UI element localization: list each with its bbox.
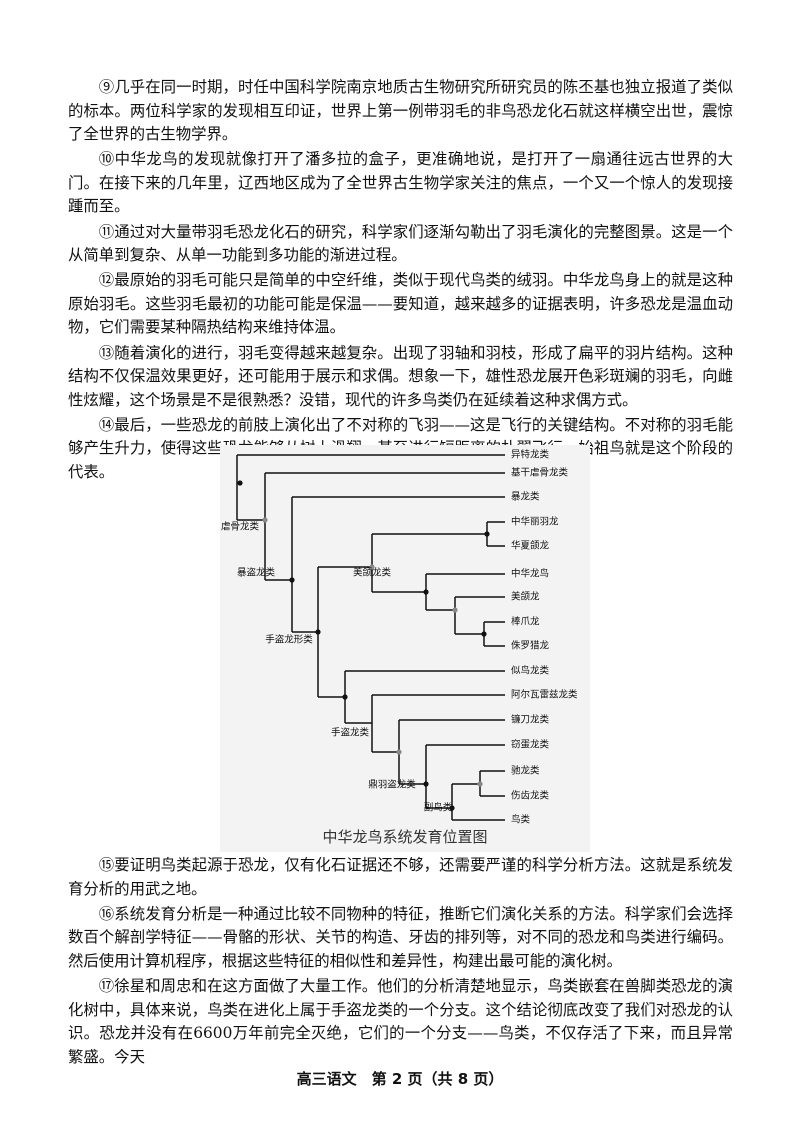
node-dot [342,694,348,700]
clade-label: 手盗龙类 [331,727,370,739]
leaf-label: 基干虐骨龙类 [511,467,569,479]
node-dot [423,589,429,595]
node-dot [449,805,455,811]
paragraph: ⑪通过对大量带羽毛恐龙化石的研究，科学家们逐渐勾勒出了羽毛演化的完整图景。这是一… [68,222,733,265]
leaf-label: 鸟类 [511,814,531,826]
leaf-label: 阿尔瓦雷兹龙类 [511,689,578,701]
leaf-label: 窃蛋龙类 [511,739,550,751]
text-block: ⑮要证明鸟类起源于恐龙，仅有化石证据还不够，还需要严谨的科学分析方法。这就是系统… [68,854,733,1071]
text-block: ⑨几乎在同一时期，时任中国科学院南京地质古生物研究所研究员的陈丕基也独立报道了类… [68,76,733,486]
leaf-label: 暴龙类 [511,491,540,503]
leaf-label: 似鸟龙类 [511,665,550,677]
node-dot [484,531,490,537]
clade-label: 手盗龙形类 [265,634,313,646]
leaf-label: 镰刀龙类 [511,714,550,726]
leaf-label: 美颌龙 [511,591,540,603]
paragraph: ⑮要证明鸟类起源于恐龙，仅有化石证据还不够，还需要严谨的科学分析方法。这就是系统… [68,856,733,898]
paragraph: ⑰徐星和周忠和在这方面做了大量工作。他们的分析清楚地显示，鸟类嵌套在兽脚类恐龙的… [68,976,733,1066]
paragraph: ⑫最原始的羽毛可能只是简单的中空纤维，类似于现代鸟类的绒羽。中华龙鸟身上的就是这… [68,271,733,337]
node-dot [396,749,402,755]
paragraph: ⑯系统发育分析是一种通过比较不同物种的特征，推断它们演化关系的方法。科学家们会选… [68,904,733,970]
node-dot [237,480,243,486]
leaf-label: 华夏颌龙 [511,540,550,552]
node-dot [423,781,429,787]
paragraph: ⑨几乎在同一时期，时任中国科学院南京地质古生物研究所研究员的陈丕基也独立报道了类… [68,78,733,144]
cladogram: 中华龙鸟系统发育位置图 异特龙类基干虐骨龙类暴龙类中华丽羽龙华夏颌龙中华龙鸟美颌… [221,449,578,847]
clade-label: 副鸟类 [424,802,453,814]
node-dot [289,577,295,583]
clade-label: 鼎羽盗龙类 [368,779,416,791]
node-dot [481,631,487,637]
clade-label: 暴盗龙类 [237,567,276,579]
figure: 中华龙鸟系统发育位置图 异特龙类 基干虐骨龙类 暴龙类 中华丽羽龙 华夏颌龙 中华龙鸟 美颌… [220,445,590,852]
leaf-label: 驰龙类 [511,765,540,777]
leaf-label: 中华丽羽龙 [511,516,559,528]
leaf-label: 棒爪龙 [511,616,540,628]
paragraph: ⑩中华龙鸟的发现就像打开了潘多拉的盒子，更准确地说，是打开了一扇通往远古世界的大… [68,150,733,216]
leaf-label: 伤齿龙类 [511,790,550,802]
node-dot [452,607,458,613]
leaf-label: 异特龙类 [511,449,550,461]
paragraph: ⑬随着演化的进行，羽毛变得越来越复杂。出现了羽轴和羽枝，形成了扁平的羽片结构。这… [68,343,733,409]
figure-caption: 中华龙鸟系统发育位置图 [322,828,487,846]
clade-label: 虐骨龙类 [221,521,260,533]
node-dot [369,564,375,570]
footer: 高三语文 第 2 页（共 8 页） [296,1070,504,1088]
clade-label: 美颌龙类 [353,567,392,579]
leaf-label: 中华龙鸟 [511,568,549,580]
node-dot [315,629,321,635]
node-dot [262,517,268,523]
leaf-label: 侏罗猎龙 [511,640,550,652]
node-dot [477,781,483,787]
